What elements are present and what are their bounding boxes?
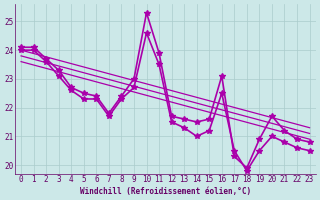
X-axis label: Windchill (Refroidissement éolien,°C): Windchill (Refroidissement éolien,°C) — [80, 187, 251, 196]
